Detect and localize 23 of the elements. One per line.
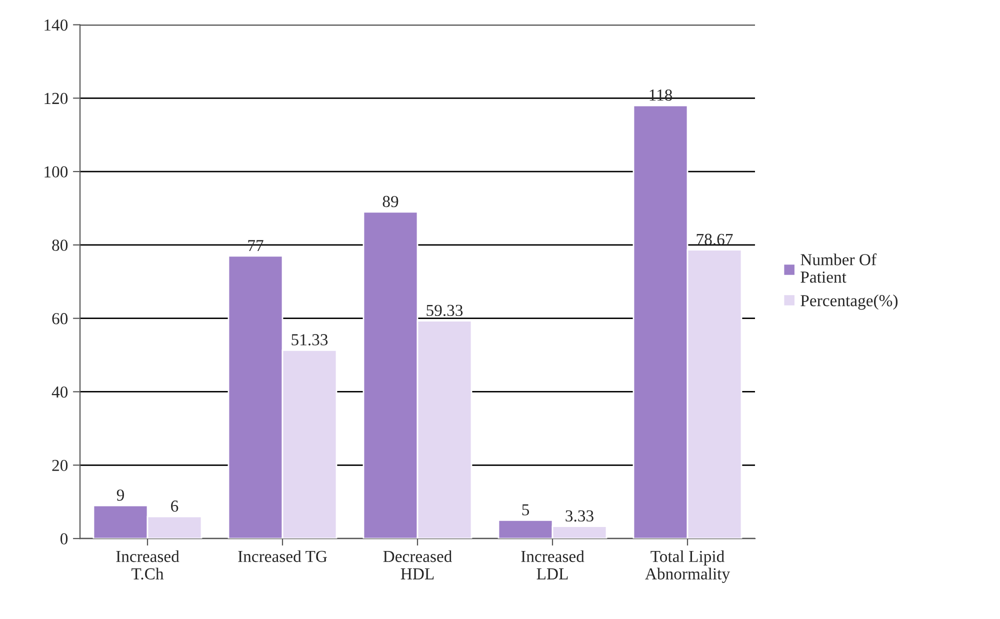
y-tick-label: 120 (44, 92, 68, 104)
legend-label: Number Of Patient (800, 253, 877, 283)
data-label: 59.33 (426, 304, 463, 316)
y-tick-label: 80 (52, 240, 68, 251)
data-label: 51.33 (292, 334, 328, 346)
data-label: 89 (382, 196, 398, 208)
x-tick-label: Increased LDL (521, 550, 584, 580)
y-tick-label: 0 (60, 533, 68, 544)
x-tick-label: Total Lipid Abnormality (645, 550, 730, 583)
x-tick-label: Decreased HDL (383, 550, 452, 580)
x-tick-label: Increased TG (238, 550, 327, 562)
y-tick-label: 40 (52, 386, 68, 398)
data-label: 3.33 (566, 510, 594, 522)
data-label: 5 (522, 504, 530, 516)
data-label: 6 (171, 500, 178, 512)
y-tick-label: 20 (52, 460, 68, 472)
data-label: 9 (116, 490, 124, 501)
y-tick-label: 60 (52, 313, 68, 324)
data-label: 78.67 (696, 234, 733, 246)
x-tick-label: Increased T.Ch (116, 550, 180, 580)
y-tick-label: 100 (44, 166, 68, 178)
y-tick-label: 140 (44, 19, 68, 31)
legend-label: Percentage(%) (800, 294, 898, 310)
